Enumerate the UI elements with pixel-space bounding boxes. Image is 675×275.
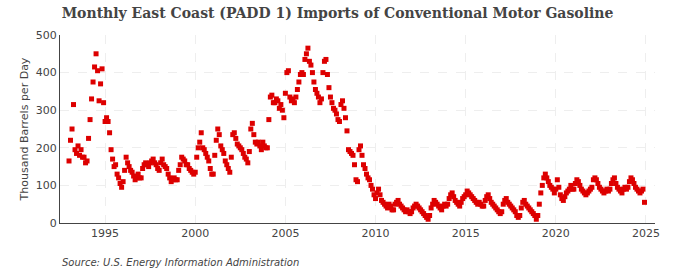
svg-text:2015: 2015	[452, 227, 480, 240]
svg-text:400: 400	[36, 66, 57, 79]
svg-text:300: 300	[36, 104, 57, 117]
svg-text:Source: U.S. Energy Informatio: Source: U.S. Energy Information Administ…	[62, 257, 299, 268]
svg-text:100: 100	[36, 179, 57, 192]
svg-text:2000: 2000	[181, 227, 209, 240]
svg-text:200: 200	[36, 142, 57, 155]
svg-text:2005: 2005	[271, 227, 299, 240]
svg-text:0: 0	[50, 217, 57, 230]
svg-text:500: 500	[36, 29, 57, 42]
svg-text:2020: 2020	[542, 227, 570, 240]
svg-text:2025: 2025	[632, 227, 660, 240]
svg-text:Monthly East Coast (PADD 1) Im: Monthly East Coast (PADD 1) Imports of C…	[62, 5, 614, 21]
svg-text:1995: 1995	[91, 227, 119, 240]
svg-text:2010: 2010	[362, 227, 390, 240]
svg-text:Thousand Barrels per Day: Thousand Barrels per Day	[18, 57, 31, 201]
